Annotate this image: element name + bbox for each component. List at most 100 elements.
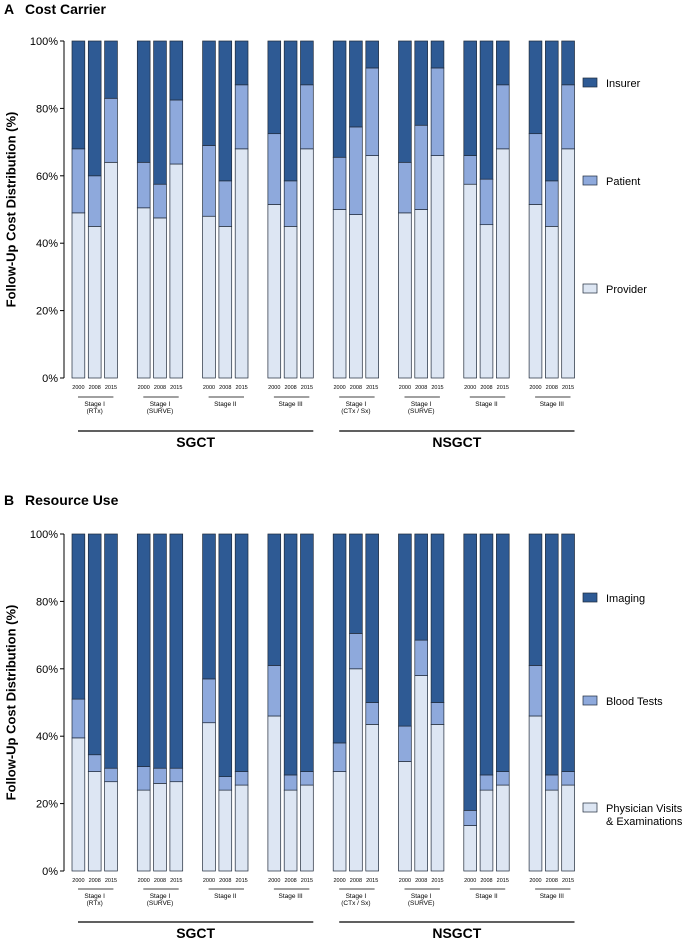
panel-a-legend-swatch [582, 283, 598, 294]
panel-a-y-tick-label: 60% [36, 171, 58, 183]
panel-b-year-label: 2000 [399, 878, 411, 884]
panel-a-legend-label: Provider [606, 284, 647, 296]
panel-b-bar-blood-tests-segment [365, 702, 379, 725]
panel-b-bar-physician-visits-examinations-segment [153, 783, 167, 872]
panel-b-bar-blood-tests-segment [218, 776, 233, 791]
panel-b-stage-label: Stage I [411, 893, 432, 900]
panel-b-bar-blood-tests-segment [202, 678, 216, 724]
panel-a-stage-label: Stage II [475, 401, 498, 408]
panel-b-bar-blood-tests-segment [234, 771, 249, 786]
panel-a-year-label: 2015 [301, 385, 313, 391]
panel-b-bar-physician-visits-examinations-segment [202, 722, 216, 872]
panel-a-y-tick-label: 40% [36, 238, 58, 250]
panel-a-year-label: 2008 [89, 385, 101, 391]
panel-a-bar-insurer-segment [87, 40, 102, 177]
panel-a-bar-provider-segment [153, 217, 167, 379]
panel-a-y-tick-label: 20% [36, 306, 58, 318]
panel-b-stage-label: Stage I [346, 893, 367, 900]
panel-a-bar-provider-segment [496, 148, 510, 379]
panel-b-year-label: 2000 [268, 878, 280, 884]
panel-a-bar-insurer-segment [398, 40, 412, 163]
panel-b-bar-physician-visits-examinations-segment [349, 668, 363, 872]
panel-a-bar-patient-segment [349, 126, 363, 215]
panel-b-bar-blood-tests-segment [430, 702, 445, 725]
panel-b-legend-label: & Examinations [606, 816, 683, 828]
panel-b-bar-physician-visits-examinations-segment [414, 675, 428, 872]
panel-b-bar-imaging-segment [169, 533, 184, 769]
panel-a-bar-patient-segment [300, 84, 314, 150]
panel-b-legend-label: Physician Visits [606, 803, 683, 815]
panel-b-year-label: 2015 [497, 878, 509, 884]
panel-b-bar-imaging-segment [496, 533, 510, 772]
panel-a-stage-sublabel: (SURVE) [147, 408, 174, 415]
panel-b-bar-blood-tests-segment [545, 774, 559, 791]
panel-b-year-label: 2008 [480, 878, 492, 884]
panel-b-bar-physician-visits-examinations-segment [561, 784, 575, 872]
panel-a-bar-patient-segment [561, 84, 575, 150]
panel-b-bar-physician-visits-examinations-segment [267, 715, 282, 872]
panel-a-year-label: 2015 [562, 385, 574, 391]
panel-a-group-label: SGCT [176, 434, 215, 450]
panel-a-year-label: 2000 [203, 385, 215, 391]
panel-b-bar-imaging-segment [104, 533, 118, 769]
panel-b-bar-physician-visits-examinations-segment [398, 761, 412, 872]
panel-b-bar-imaging-segment [430, 533, 445, 703]
panel-a-stage-label: Stage I [411, 401, 432, 408]
panel-a-bar-provider-segment [561, 148, 575, 379]
panel-b-bar-blood-tests-segment [283, 774, 298, 791]
panel-a-year-label: 2000 [138, 385, 150, 391]
panel-a-stage-label: Stage III [278, 401, 302, 408]
panel-a-bar-patient-segment [202, 145, 216, 217]
panel-b-year-label: 2015 [301, 878, 313, 884]
panel-b-year-label: 2000 [203, 878, 215, 884]
panel-b-bar-blood-tests-segment [414, 639, 428, 676]
panel-b-stage-sublabel: (SURVE) [408, 900, 435, 907]
panel-a-bar-insurer-segment [545, 40, 559, 182]
panel-b-bar-physician-visits-examinations-segment [234, 784, 249, 872]
panel-a-letter: A [4, 1, 14, 17]
panel-a-bar-provider-segment [349, 214, 363, 379]
panel-b-bar-blood-tests-segment [561, 771, 575, 786]
panel-b-year-label: 2000 [138, 878, 150, 884]
panel-a-bar-patient-segment [463, 155, 477, 185]
panel-a-stage-sublabel: (RTx) [87, 408, 103, 415]
panel-a-bar-provider-segment [414, 209, 428, 379]
panel-b-title: Resource Use [25, 492, 119, 508]
panel-a-bar-patient-segment [365, 67, 379, 156]
panel-a-year-label: 2015 [431, 385, 443, 391]
panel-b-bar-physician-visits-examinations-segment [136, 789, 151, 872]
panel-b-bar-imaging-segment [398, 533, 412, 727]
panel-b-legend-swatch [582, 592, 598, 603]
panel-a-bar-patient-segment [71, 148, 86, 214]
panel-b-year-label: 2015 [431, 878, 443, 884]
panel-b-year-label: 2015 [105, 878, 117, 884]
panel-a-y-tick-label: 0% [42, 373, 58, 385]
panel-a-bar-provider-segment [87, 226, 102, 379]
panel-b-bar-physician-visits-examinations-segment [300, 784, 314, 872]
panel-a-bar-patient-segment [104, 97, 118, 163]
panel-a-bar-patient-segment [87, 175, 102, 227]
panel-a-bar-insurer-segment [300, 40, 314, 86]
panel-a-year-label: 2000 [529, 385, 541, 391]
panel-b-stage-label: Stage III [278, 893, 302, 900]
panel-b-bar-imaging-segment [71, 533, 86, 700]
panel-a-bar-insurer-segment [365, 40, 379, 69]
panel-b-stage-label: Stage I [150, 893, 171, 900]
panel-a-year-label: 2000 [333, 385, 345, 391]
panel-b-stage-sublabel: (SURVE) [147, 900, 174, 907]
panel-b-bar-imaging-segment [234, 533, 249, 772]
panel-a-year-label: 2015 [105, 385, 117, 391]
panel-a-year-label: 2008 [284, 385, 296, 391]
panel-b-bar-imaging-segment [332, 533, 347, 744]
panel-a-stage-label: Stage I [150, 401, 171, 408]
panel-b-stage-label: Stage II [214, 893, 237, 900]
panel-a-bar-provider-segment [283, 226, 298, 379]
panel-a-year-label: 2000 [399, 385, 411, 391]
panel-a-bar-insurer-segment [561, 40, 575, 86]
panel-b-y-tick-label: 100% [30, 529, 58, 541]
panel-b-bar-physician-visits-examinations-segment [71, 737, 86, 872]
panel-a-bar-insurer-segment [496, 40, 510, 86]
panel-b-bar-physician-visits-examinations-segment [104, 781, 118, 872]
panel-b-stage-sublabel: (CTx / Sx) [341, 900, 370, 907]
panel-a-year-label: 2000 [268, 385, 280, 391]
